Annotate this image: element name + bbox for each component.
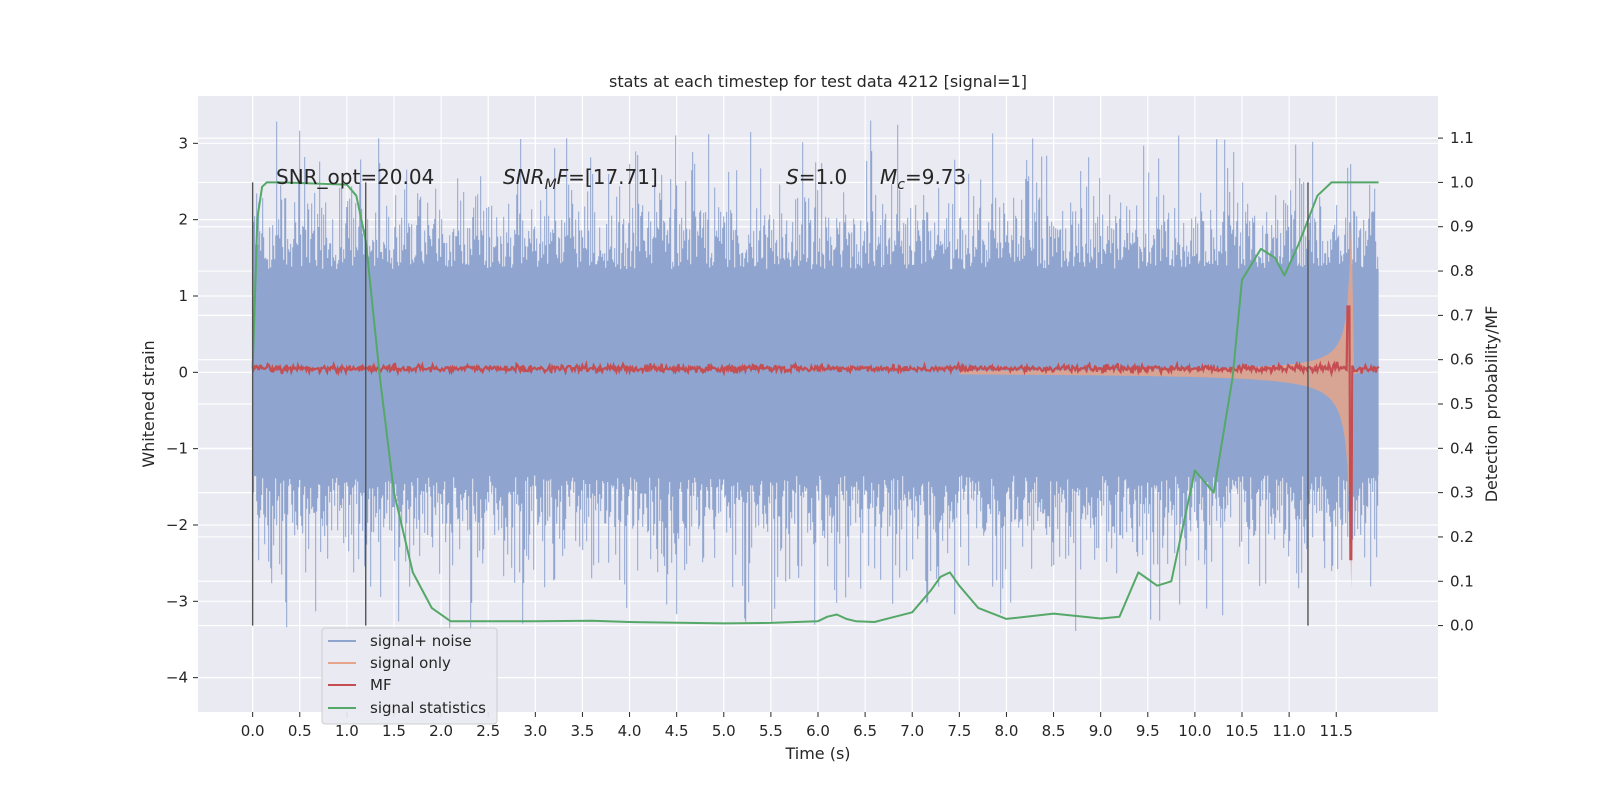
x-tick-label: 7.0	[900, 722, 924, 740]
mf-line	[251, 305, 1380, 561]
x-tick-label: 3.0	[523, 722, 547, 740]
y2-tick-label: 1.1	[1450, 129, 1474, 147]
y-tick-label: 2	[178, 211, 188, 229]
x-tick-label: 0.5	[288, 722, 312, 740]
x-axis-label: Time (s)	[784, 744, 850, 763]
x-tick-label: 2.5	[476, 722, 500, 740]
signal-statistics-series	[251, 181, 1379, 625]
annotation-snr-mf: SNRMF=[17.71]	[503, 165, 658, 193]
x-tick-label: 3.5	[571, 722, 595, 740]
legend-label-mf: MF	[370, 676, 392, 694]
y-tick-label: −4	[166, 669, 188, 687]
y2-tick-label: 0.9	[1450, 218, 1474, 236]
y2-tick-label: 0.0	[1450, 617, 1474, 635]
chart-title: stats at each timestep for test data 421…	[609, 72, 1027, 91]
x-tick-label: 4.5	[665, 722, 689, 740]
mf-series	[251, 305, 1380, 561]
y-axis-label: Whitened strain	[139, 340, 158, 467]
x-ticks: 0.0 0.5 1.0 1.5 2.0 2.5 3.0 3.5 4.0 4.5 5.0 5.5 6.0 6…	[241, 712, 1353, 740]
x-tick-label: 2.0	[429, 722, 453, 740]
annotation-s: S=1.0	[786, 165, 847, 189]
signal-statistics-line	[251, 181, 1379, 625]
x-tick-label: 5.5	[759, 722, 783, 740]
x-tick-label: 1.0	[335, 722, 359, 740]
y-tick-label: 1	[178, 287, 188, 305]
mc-value: =9.73	[905, 165, 966, 189]
annotation-mc: Mc=9.73	[880, 165, 966, 193]
y2-tick-label: 0.7	[1450, 306, 1474, 324]
y2-axis-label: Detection probability/MF	[1482, 306, 1501, 503]
x-tick-label: 8.5	[1042, 722, 1066, 740]
annotation-snr-opt: SNR_opt=20.04	[276, 165, 434, 189]
x-tick-label: 7.5	[947, 722, 971, 740]
x-tick-label: 10.5	[1225, 722, 1258, 740]
y-tick-label: −1	[166, 440, 188, 458]
y2-tick-label: 0.8	[1450, 262, 1474, 280]
s-value: =1.0	[799, 165, 848, 189]
legend: signal+ noise signal only MF signal stat…	[321, 627, 498, 725]
y-tick-label: −3	[166, 592, 188, 610]
y2-ticks: 0.0 0.1 0.2 0.3 0.4 0.5 0.6 0.7 0.8 0.9 1.0 1.1	[1438, 129, 1474, 635]
y2-tick-label: 0.6	[1450, 351, 1474, 369]
x-tick-label: 11.0	[1272, 722, 1305, 740]
legend-label-signal-only: signal only	[370, 654, 451, 672]
x-tick-label: 4.0	[618, 722, 642, 740]
x-tick-label: 6.5	[853, 722, 877, 740]
x-tick-label: 6.0	[806, 722, 830, 740]
y-tick-label: 0	[178, 363, 188, 381]
x-tick-label: 11.5	[1320, 722, 1353, 740]
legend-label-signal-statistics: signal statistics	[370, 699, 486, 717]
y2-tick-label: 0.5	[1450, 395, 1474, 413]
legend-label-signal-noise: signal+ noise	[370, 632, 472, 650]
svg-text:S=1.0: S=1.0	[786, 165, 847, 189]
x-tick-label: 9.0	[1089, 722, 1113, 740]
snr-mf-value: =[17.71]	[568, 165, 658, 189]
y-tick-label: 3	[178, 134, 188, 152]
svg-text:Mc=9.73: Mc=9.73	[880, 165, 966, 193]
x-tick-label: 10.0	[1178, 722, 1211, 740]
vertical-markers	[251, 182, 1309, 626]
y2-tick-label: 0.3	[1450, 484, 1474, 502]
y2-tick-label: 0.4	[1450, 439, 1474, 457]
legend-box	[321, 627, 498, 725]
y-tick-label: −2	[166, 516, 188, 534]
x-tick-label: 5.0	[712, 722, 736, 740]
x-tick-label: 1.5	[382, 722, 406, 740]
y2-tick-label: 0.1	[1450, 572, 1474, 590]
svg-text:SNRMF=[17.71]: SNRMF=[17.71]	[503, 165, 658, 193]
y2-tick-label: 1.0	[1450, 173, 1474, 191]
y-ticks: −4 −3 −2 −1 0 1 2 3	[166, 134, 198, 687]
x-tick-label: 0.0	[241, 722, 265, 740]
x-tick-label: 8.0	[995, 722, 1019, 740]
x-tick-label: 9.5	[1136, 722, 1160, 740]
y2-tick-label: 0.2	[1450, 528, 1474, 546]
